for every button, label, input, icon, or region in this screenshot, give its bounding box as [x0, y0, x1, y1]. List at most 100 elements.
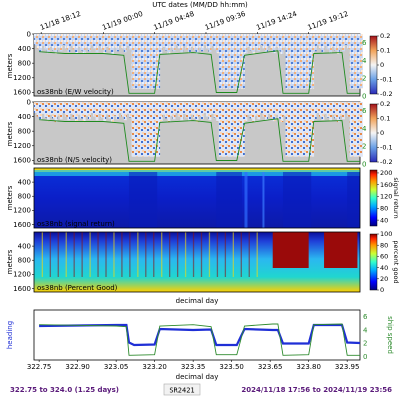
high-percent-block	[324, 232, 358, 268]
percent-streak	[113, 232, 115, 277]
velocity-column	[267, 102, 271, 114]
velocity-column	[347, 102, 351, 117]
velocity-column	[234, 34, 238, 89]
velocity-column	[257, 34, 261, 52]
velocity-column	[118, 34, 122, 45]
velocity-column	[244, 34, 248, 54]
percent-streak	[240, 232, 242, 277]
velocity-column	[216, 34, 220, 54]
velocity-column	[218, 102, 222, 157]
velocity-column	[57, 34, 60, 48]
velocity-column	[313, 102, 317, 120]
velocity-column	[288, 34, 291, 89]
velocity-column	[34, 34, 37, 45]
velocity-column	[103, 102, 107, 122]
percent-streak	[65, 232, 67, 277]
velocity-column	[265, 102, 268, 121]
velocity-column	[349, 102, 353, 157]
velocity-column	[77, 102, 81, 115]
y-tick-label: 800	[18, 59, 31, 67]
bottom-xlabel: decimal day	[176, 373, 219, 381]
velocity-column	[239, 34, 243, 89]
velocity-column	[293, 102, 297, 157]
velocity-column	[59, 102, 63, 120]
velocity-column	[36, 102, 40, 117]
velocity-column	[203, 102, 207, 113]
high-percent-block	[272, 232, 309, 268]
velocity-column	[285, 34, 289, 89]
y-tick-label: 400	[18, 178, 31, 186]
velocity-column	[46, 102, 50, 122]
velocity-column	[193, 102, 197, 119]
x-tick-label: 323.80	[296, 363, 321, 371]
y-tick-label: 800	[18, 257, 31, 265]
colorbar-tick-label: 60	[380, 253, 388, 261]
velocity-column	[190, 34, 194, 47]
velocity-column	[75, 102, 78, 122]
velocity-column	[342, 102, 345, 120]
velocity-column	[295, 34, 299, 89]
velocity-column	[131, 102, 135, 157]
velocity-column	[334, 102, 338, 119]
velocity-column	[280, 102, 284, 123]
velocity-column	[54, 102, 58, 123]
velocity-column	[285, 102, 289, 157]
percent-streak	[49, 232, 51, 277]
signal-return-image	[128, 172, 360, 228]
panel-frame	[33, 231, 361, 293]
x-tick-label: 323.05	[104, 363, 129, 371]
percent-streak	[153, 232, 155, 277]
velocity-column	[167, 34, 171, 55]
velocity-column	[208, 34, 212, 53]
y-tick-label: 800	[18, 193, 31, 201]
ew-velocity-label: os38nb (E/W velocity)	[37, 88, 114, 96]
y-tick-label: 1600	[13, 89, 31, 97]
speed-tick-label: 4	[362, 125, 367, 133]
y-tick-label: 1600	[13, 285, 31, 293]
velocity-column	[218, 34, 222, 89]
velocity-column	[41, 34, 45, 46]
colorbar-tick-label: 0.1	[380, 47, 390, 55]
signal-return-panel: os38nb (signal return) meters 400 800 1200…	[6, 167, 361, 229]
velocity-column	[69, 102, 73, 114]
velocity-column	[144, 102, 148, 157]
velocity-column	[39, 34, 42, 53]
velocity-column	[213, 34, 217, 50]
velocity-column	[339, 102, 343, 116]
velocity-column	[123, 34, 127, 53]
colorbar-tick-label: 20	[380, 275, 388, 283]
velocity-column	[195, 102, 199, 123]
velocity-column	[354, 102, 358, 157]
velocity-column	[36, 34, 40, 49]
velocity-column	[39, 102, 42, 121]
velocity-column	[103, 34, 107, 54]
velocity-column	[118, 102, 122, 113]
velocity-column	[231, 34, 235, 89]
velocity-column	[326, 34, 330, 50]
velocity-column	[234, 102, 238, 157]
velocity-column	[282, 102, 286, 116]
velocity-column	[185, 34, 189, 50]
velocity-column	[162, 102, 166, 115]
velocity-column	[200, 34, 204, 52]
velocity-column	[231, 102, 235, 157]
velocity-column	[182, 34, 186, 46]
velocity-column	[111, 34, 114, 55]
ns-velocity-panel: os38nb (N/S velocity) meters 0 400 800 1200…	[6, 98, 367, 168]
velocity-column	[288, 102, 291, 157]
velocity-column	[249, 102, 253, 119]
percent-good-panel: os38nb (Percent Good) meters decimal day…	[6, 231, 361, 305]
speed-tick-label: 6	[362, 107, 367, 115]
percent-streak	[161, 232, 163, 277]
velocity-column	[216, 102, 220, 122]
ship-speed-series	[39, 323, 360, 356]
velocity-column	[298, 102, 302, 157]
velocity-column	[46, 34, 50, 54]
velocity-column	[188, 34, 191, 54]
velocity-column	[131, 34, 135, 89]
velocity-column	[329, 102, 333, 122]
top-date-axis: UTC dates (MM/DD hh:mm) 11/18 18:12 11/19…	[39, 1, 349, 34]
velocity-column	[226, 102, 230, 157]
top-axis-title: UTC dates (MM/DD hh:mm)	[152, 1, 248, 9]
percent-good-xlabel: decimal day	[176, 297, 219, 305]
